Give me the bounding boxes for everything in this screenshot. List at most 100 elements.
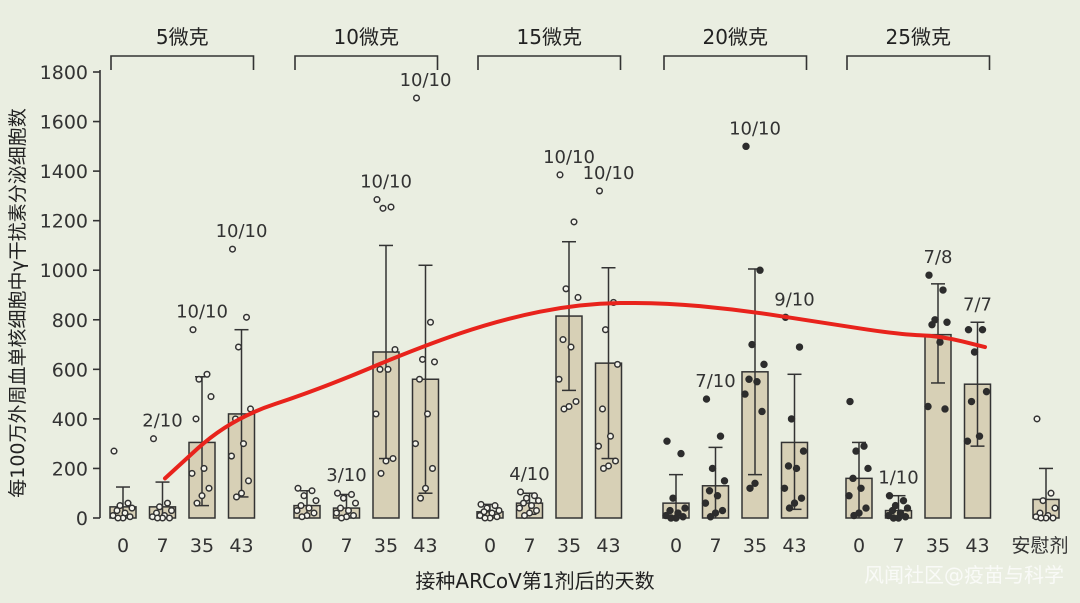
x-tick-label: 43	[413, 535, 437, 557]
bar-item: 2/10 7	[142, 411, 182, 557]
x-tick-label: 43	[229, 535, 253, 557]
data-point	[889, 514, 898, 522]
data-point	[567, 343, 575, 351]
data-point	[559, 336, 567, 344]
data-point	[188, 469, 196, 477]
bar-item: 0	[662, 437, 690, 557]
data-point	[677, 449, 685, 458]
data-point	[925, 271, 933, 279]
bar-item: 1/10 7	[878, 468, 918, 557]
data-point	[336, 504, 345, 512]
data-point	[939, 286, 947, 294]
data-point	[663, 437, 671, 445]
responder-ratio-label: 7/10	[695, 371, 735, 392]
dose-group: 25微克 0 1/10 7 7/8 35 7/7 43	[845, 25, 992, 557]
y-tick-label: 200	[52, 458, 88, 480]
data-point	[901, 513, 910, 521]
x-tick-label: 35	[190, 535, 214, 557]
data-point	[560, 405, 568, 413]
data-point	[227, 452, 236, 460]
data-point	[228, 245, 237, 253]
responder-ratio-label: 4/10	[509, 464, 549, 485]
dose-bracket	[663, 55, 808, 70]
y-tick-label: 0	[76, 508, 88, 530]
data-point	[244, 477, 253, 485]
x-tick-label: 7	[156, 535, 168, 557]
data-point	[795, 343, 804, 351]
data-point	[477, 500, 485, 508]
data-point	[862, 504, 870, 512]
data-point	[852, 447, 860, 455]
error-bar	[852, 441, 866, 518]
data-point	[963, 437, 972, 445]
x-tick-label: 35	[926, 535, 950, 557]
data-point	[421, 484, 430, 492]
data-point	[936, 338, 944, 346]
data-point	[113, 507, 121, 515]
data-point	[967, 397, 976, 406]
x-tick-label: 7	[892, 535, 904, 557]
data-point	[943, 318, 951, 326]
data-point	[903, 504, 912, 512]
data-point	[790, 499, 799, 507]
bar-item: 0	[109, 447, 137, 557]
data-point	[746, 484, 754, 492]
data-point	[423, 410, 432, 418]
x-tick-label: 0	[853, 535, 865, 557]
data-point	[382, 457, 390, 465]
data-point	[705, 487, 714, 495]
data-point	[753, 378, 761, 386]
data-point	[720, 477, 729, 485]
data-point	[481, 514, 489, 522]
data-point	[899, 496, 908, 505]
data-point	[975, 432, 984, 440]
dose-group: 5微克 0 2/10 7 10/10 35 10/10 43	[109, 25, 268, 557]
data-point	[1037, 514, 1045, 522]
data-point	[1039, 497, 1047, 505]
data-point	[888, 506, 897, 515]
data-point	[232, 493, 241, 501]
bar-item: 10/10 43	[583, 163, 635, 557]
data-point	[124, 499, 132, 507]
data-point	[845, 492, 853, 500]
dose-bracket	[294, 55, 439, 70]
data-point	[846, 397, 854, 406]
bar-item: 7/8 35	[924, 247, 953, 557]
data-point	[372, 410, 380, 418]
x-tick-label: 0	[484, 535, 496, 557]
dose-group: 10微克 0 3/10 7 10/10 35 10/10 43	[293, 25, 451, 557]
data-point	[611, 457, 620, 465]
y-tick-label: 1000	[40, 260, 88, 282]
data-point	[570, 218, 578, 226]
x-tick-label: 0	[117, 535, 129, 557]
error-bar	[970, 321, 985, 447]
responder-ratio-label: 7/8	[924, 247, 953, 268]
bar-item: 10/10 43	[216, 221, 268, 557]
data-point	[716, 432, 725, 440]
y-tick-label: 600	[52, 359, 88, 381]
bar-item: 7/10 7	[695, 371, 735, 557]
bar-item: 9/10 43	[774, 289, 814, 557]
bar-item: 10/10 35	[176, 302, 228, 557]
bar-item: 10/10 35	[729, 118, 781, 557]
error-bar	[155, 481, 170, 518]
data-point	[298, 513, 306, 521]
bar-item: 3/10 7	[326, 465, 366, 557]
responder-ratio-label: 10/10	[583, 163, 635, 184]
responder-ratio-label: 3/10	[326, 465, 366, 486]
data-point	[110, 447, 118, 455]
x-tick-label: 35	[743, 535, 767, 557]
data-point	[192, 415, 200, 423]
data-point	[978, 325, 987, 334]
data-point	[167, 507, 176, 515]
data-point	[784, 462, 793, 470]
data-point	[708, 464, 717, 473]
data-point	[864, 464, 872, 473]
data-point	[532, 507, 541, 515]
y-tick-label: 1600	[40, 112, 88, 134]
data-point	[679, 513, 687, 521]
data-point	[594, 442, 603, 450]
data-point	[613, 360, 622, 368]
error-bar	[418, 264, 433, 494]
